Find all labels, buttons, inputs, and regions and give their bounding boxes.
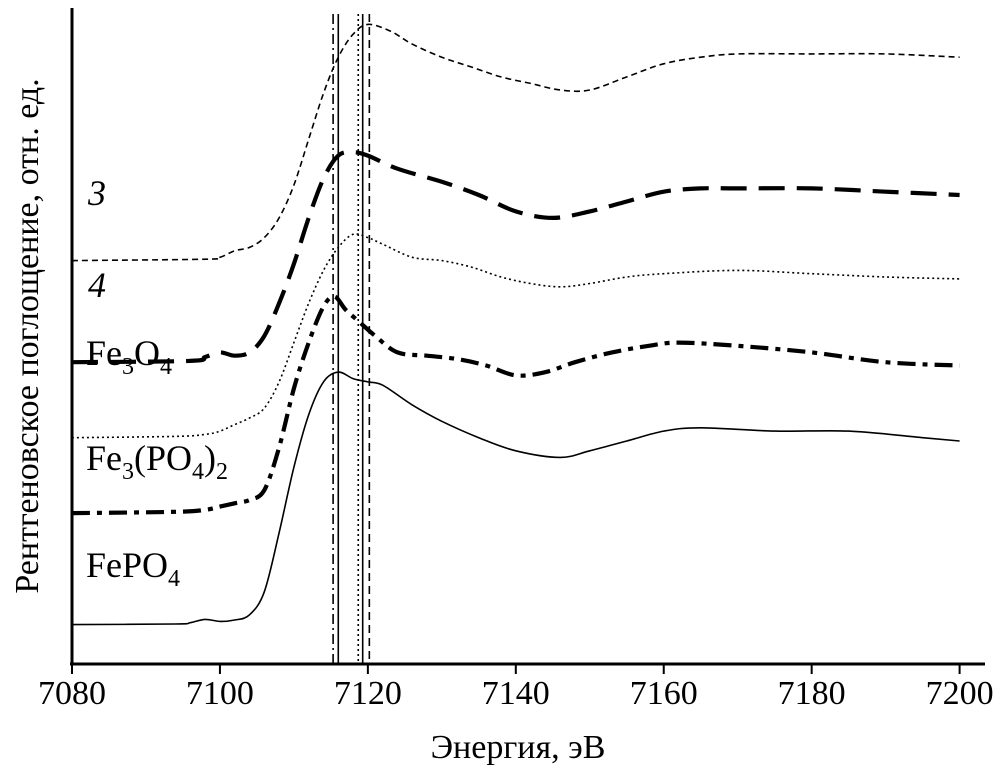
series-line-fe3-po4-2 <box>71 294 960 516</box>
label-part: O <box>134 333 160 373</box>
x-tick-label-7100: 7100 <box>186 675 254 712</box>
label-part: ) <box>204 438 216 478</box>
x-tick-label-7180: 7180 <box>778 675 846 712</box>
series-label-fe3o4: Fe3O4 <box>86 333 172 380</box>
y-axis-title: Рентгеновское поглощение, отн. ед. <box>9 78 46 593</box>
label-part: 4 <box>192 459 204 485</box>
label-part: 4 <box>160 354 172 380</box>
series-label-3: 3 <box>87 173 106 213</box>
x-axis-title: Энергия, эВ <box>431 729 606 766</box>
label-part: 4 <box>168 566 180 592</box>
x-tick-label-7080: 7080 <box>38 675 106 712</box>
label-part: Fe <box>86 333 122 373</box>
label-part: 3 <box>122 459 134 485</box>
label-part: 3 <box>122 354 134 380</box>
label-part: 2 <box>216 459 228 485</box>
series-label-fe3-po4-2: Fe3(PO4)2 <box>86 438 228 485</box>
series-line-4 <box>71 150 960 365</box>
series-line-fe3o4 <box>71 233 960 439</box>
series-line-fepo4 <box>71 371 960 626</box>
label-part: 3 <box>87 173 106 213</box>
series-layer <box>71 23 960 626</box>
x-tick-label-7140: 7140 <box>482 675 550 712</box>
series-label-fepo4: FePO4 <box>86 545 180 592</box>
vertical-reference-lines <box>332 14 371 664</box>
label-part: 4 <box>88 265 106 305</box>
x-ticks: 7080 7100 7120 7140 7160 7180 7200 <box>38 664 994 712</box>
x-tick-label-7160: 7160 <box>630 675 698 712</box>
series-line-3 <box>71 23 960 262</box>
label-part: (PO <box>134 438 192 478</box>
x-tick-label-7200: 7200 <box>926 675 994 712</box>
x-tick-label-7120: 7120 <box>334 675 402 712</box>
label-part: Fe <box>86 438 122 478</box>
series-label-4: 4 <box>88 265 106 305</box>
label-part: FePO <box>86 545 168 585</box>
